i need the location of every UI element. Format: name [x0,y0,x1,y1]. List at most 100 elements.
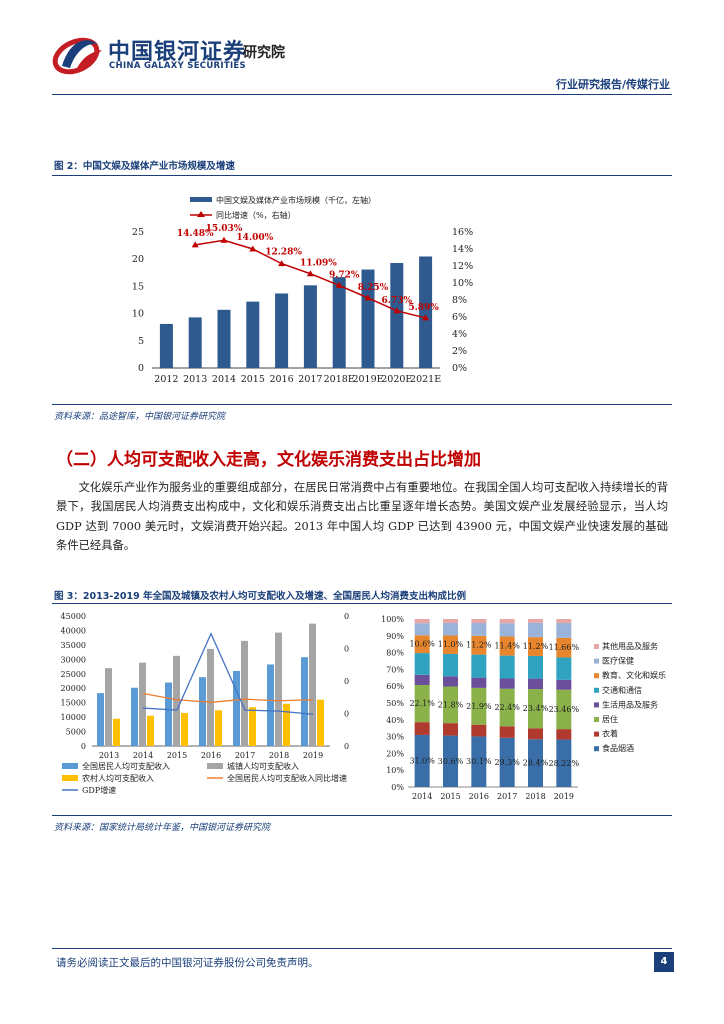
stacked-bar-segment [414,619,430,624]
growth-data-label: 14.48% [177,229,214,239]
chart2-bars [97,623,324,746]
stacked-bar-segment [443,723,458,736]
y-tick-label: 40000 [61,626,86,635]
stacked-bar-segment [499,636,515,656]
bar-income [105,668,112,746]
body-paragraph: 文化娱乐产业作为服务业的重要组成部分，在居民日常消费中占有重要地位。在我国全国人… [56,481,668,552]
bar-income [173,655,180,746]
growth-data-label: 12.28% [265,248,302,258]
bar-market-size [303,285,317,368]
x-tick-label: 2015 [241,374,265,385]
stacked-bar-segment [443,676,458,687]
x-tick-label: 2017 [235,751,255,760]
stacked-bar-segment [528,622,543,638]
growth-data-label: 8.25% [358,283,389,293]
stacked-bar-segment [556,657,572,680]
segment-data-label: 23.4% [523,704,549,713]
stacked-bar-segment [471,724,487,737]
legend-label: GDP增速 [82,785,116,795]
growth-data-label: 9.72% [329,270,360,280]
y2-tick-label: 0 [344,612,349,621]
bar-market-size [246,301,260,368]
y-tick-label: 35000 [61,641,86,650]
figure3-top-rule [52,603,672,604]
figure3-title: 图 3：2013-2019 年全国及城镇及农村人均可支配收入及增速、全国居民人均… [54,591,467,602]
bar-income [207,648,214,746]
segment-data-label: 21.9% [466,702,492,711]
segment-data-label: 11.2% [466,641,492,650]
bar-income [113,718,120,746]
y-tick-label: 20000 [61,684,86,693]
legend-swatch [594,746,599,752]
x-tick-label: 2013 [183,374,207,385]
stacked-bar-segment [443,635,458,654]
y2-tick-label: 10% [452,278,473,289]
stacked-bar-segment [414,685,430,723]
figure2-chart: 中国文娱及媒体产业市场规模（千亿，左轴） 同比增速（%，右轴） 0 5 10 15 20… [132,195,473,385]
segment-data-label: 11.2% [523,642,549,651]
y2-tick-label: 4% [452,329,467,340]
bar-income [215,710,222,746]
stacked-bar-segment [528,728,543,740]
growth-data-label: 14.00% [236,233,273,243]
legend-swatch [207,763,223,769]
legend-swatch [594,717,599,722]
y-tick-label: 15000 [61,699,86,708]
legend-label: 教育、文化和娱乐 [602,670,666,680]
bar-income [147,715,154,746]
bar-market-size [332,277,346,368]
income-growth-line [142,632,314,715]
y2-tick-label: 8% [452,295,467,306]
bar-market-size [275,293,289,368]
stacked-bar-segment [556,619,572,624]
logo-english-name: CHINA GALAXY SECURITIES [109,61,246,71]
legend-label: 全国居民人均可支配收入同比增速 [227,773,347,783]
segment-data-label: 10.6% [409,640,435,649]
bar-market-size [159,323,173,368]
x-tick-label: 2018 [269,751,289,760]
stacked-bar-segment [556,637,572,658]
growth-marker [306,270,314,277]
bar-income [275,632,282,746]
x-tick-label: 2014 [133,751,153,760]
stacked-bar-segment [499,623,515,637]
y-tick-label: 5 [138,336,144,347]
bar-income [301,657,308,746]
chart3-axes: 0% 10% 20% 30% 40% 50% 60% 70% 80% 90% 100% 2014 201… [381,615,578,801]
report-type: 行业研究报告/传媒行业 [555,78,670,91]
stacked-bar-segment [499,619,515,624]
stacked-bar-segment [499,678,515,689]
stacked-bar-segment [556,623,572,638]
growth-data-label: 15.03% [206,224,243,234]
y-tick-label: 25000 [61,670,86,679]
stacked-bar-segment [499,655,515,679]
chart3-bars: 31.0% 22.1% 10.6% 30.6% 21.8% 11.0% 30.1% 21.9%… [409,619,579,787]
y2-tick-label: 6% [452,312,467,323]
y-tick-label: 80% [386,649,404,658]
y-tick-label: 0 [81,742,86,751]
legend-swatch [594,673,599,679]
segment-data-label: 30.6% [438,757,464,766]
bar-income [249,707,256,746]
segment-data-label: 22.4% [494,703,520,712]
legend-label: 医疗保健 [602,656,634,666]
legend-swatch [594,731,599,737]
growth-marker [393,307,401,314]
section-title: （二）人均可支配收入走高，文化娱乐消费支出占比增加 [56,450,481,470]
x-tick-label: 2014 [212,374,236,385]
stacked-bar-segment [528,739,543,787]
stacked-bar-segment [528,637,543,656]
stacked-bar-segment [528,619,543,623]
y-tick-label: 10% [386,766,404,775]
legend-swatch [62,775,78,781]
segment-data-label: 11.66% [549,643,580,652]
legend-swatch [594,644,599,649]
stacked-bar-segment [499,726,515,738]
chart2-lines [142,632,314,715]
growth-marker [422,314,430,321]
x-tick-label: 2016 [270,374,294,385]
growth-marker [249,245,257,252]
logo-department: 研究院 [243,45,285,61]
y-tick-label: 30% [386,733,404,742]
